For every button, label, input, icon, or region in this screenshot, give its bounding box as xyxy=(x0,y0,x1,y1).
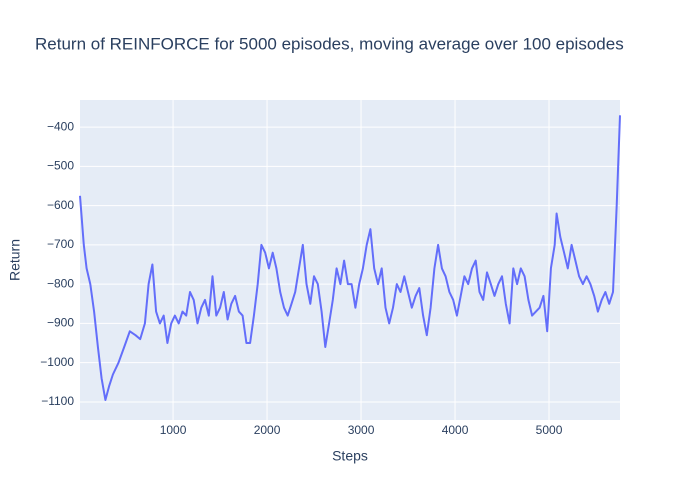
y-tick-label: −900 xyxy=(47,316,74,330)
x-tick-label: 4000 xyxy=(442,423,469,437)
x-tick-label: 3000 xyxy=(348,423,375,437)
x-tick-label: 1000 xyxy=(160,423,187,437)
x-tick-label: 2000 xyxy=(254,423,281,437)
y-tick-label: −800 xyxy=(47,276,74,290)
chart-title: Return of REINFORCE for 5000 episodes, m… xyxy=(35,34,624,53)
y-tick-label: −500 xyxy=(47,159,74,173)
x-axis-title: Steps xyxy=(332,448,368,464)
y-tick-label: −600 xyxy=(47,198,74,212)
y-tick-label: −700 xyxy=(47,237,74,251)
plot-area xyxy=(80,100,620,420)
y-tick-label: −1100 xyxy=(41,394,74,408)
line xyxy=(79,115,621,401)
y-tick-label: −1000 xyxy=(40,355,74,369)
y-tick-label: −400 xyxy=(47,119,74,133)
x-tick-label: 5000 xyxy=(536,423,563,437)
y-axis-title: Return xyxy=(7,239,23,281)
